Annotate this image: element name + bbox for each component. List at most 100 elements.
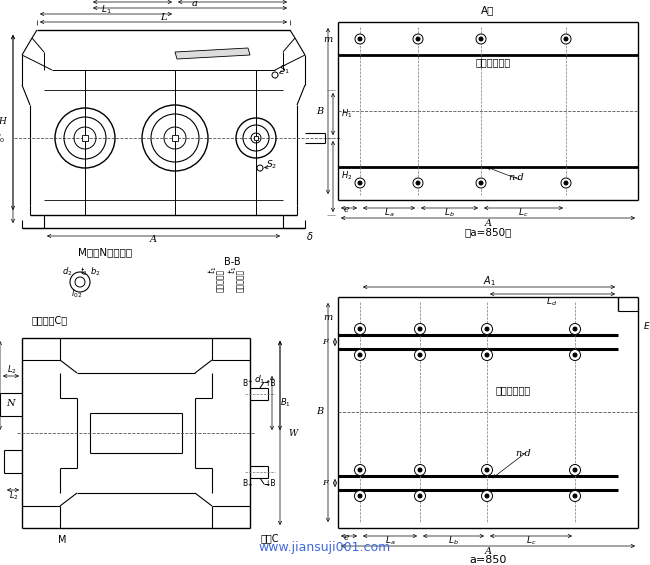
Text: A向: A向 (481, 5, 495, 15)
Circle shape (418, 494, 422, 498)
Circle shape (561, 34, 571, 44)
Circle shape (418, 327, 422, 331)
Circle shape (479, 181, 483, 185)
Circle shape (413, 34, 423, 44)
Circle shape (358, 353, 362, 357)
Text: ↓B: ↓B (265, 479, 276, 488)
Circle shape (569, 324, 580, 334)
Text: 输出轴中心线: 输出轴中心线 (475, 57, 511, 67)
Circle shape (418, 468, 422, 472)
Text: $B_1$: $B_1$ (280, 397, 291, 409)
Bar (82, 135, 88, 141)
Text: $L_d$: $L_d$ (547, 295, 558, 308)
Text: www.jiansuji001.com: www.jiansuji001.com (259, 541, 391, 554)
Text: $L_b$: $L_b$ (448, 534, 458, 547)
Text: $t_1$: $t_1$ (207, 266, 219, 274)
Text: $S_2$: $S_2$ (266, 159, 278, 171)
Circle shape (415, 350, 426, 360)
Circle shape (569, 350, 580, 360)
Circle shape (354, 464, 365, 476)
Text: （圆柱轴）: （圆柱轴） (216, 268, 224, 292)
Text: m: m (324, 312, 333, 321)
Circle shape (413, 178, 423, 188)
Text: a: a (192, 0, 198, 8)
Text: $L_1$: $L_1$ (101, 4, 111, 16)
Text: A: A (484, 219, 491, 228)
Circle shape (476, 178, 486, 188)
Circle shape (485, 468, 489, 472)
Circle shape (415, 324, 426, 334)
Circle shape (485, 494, 489, 498)
Text: A: A (484, 546, 491, 555)
Text: $b_2$: $b_2$ (90, 266, 101, 278)
Text: $L_2$: $L_2$ (7, 364, 17, 376)
Circle shape (573, 468, 577, 472)
Circle shape (355, 178, 365, 188)
Text: ↑B: ↑B (265, 379, 276, 388)
Circle shape (355, 34, 365, 44)
Text: $L_a$: $L_a$ (384, 207, 395, 219)
Circle shape (358, 468, 362, 472)
Circle shape (564, 181, 568, 185)
Text: $\delta$: $\delta$ (306, 230, 314, 242)
Text: $E_1$: $E_1$ (643, 321, 650, 333)
Text: $a_2$: $a_2$ (127, 0, 137, 3)
Text: $S_1$: $S_1$ (280, 64, 291, 76)
Circle shape (358, 181, 362, 185)
Circle shape (416, 37, 420, 41)
Text: W: W (288, 428, 297, 437)
Text: a=850: a=850 (469, 555, 507, 565)
Circle shape (358, 327, 362, 331)
Circle shape (358, 494, 362, 498)
Circle shape (354, 324, 365, 334)
Text: $a_1$: $a_1$ (227, 0, 237, 3)
Circle shape (476, 34, 486, 44)
Circle shape (573, 353, 577, 357)
Circle shape (482, 464, 493, 476)
Text: F: F (322, 479, 328, 487)
Text: $t_1$: $t_1$ (227, 266, 239, 274)
Circle shape (482, 490, 493, 502)
Text: $L_2$: $L_2$ (9, 490, 19, 502)
Text: B↓: B↓ (242, 479, 254, 488)
Circle shape (573, 494, 577, 498)
Text: H: H (0, 118, 6, 127)
Circle shape (354, 350, 365, 360)
Text: $H_2$: $H_2$ (341, 170, 352, 182)
Text: （圆锥轴）: （圆锥轴） (235, 268, 244, 292)
Text: N: N (6, 398, 14, 407)
Circle shape (569, 464, 580, 476)
Text: A: A (150, 236, 157, 245)
Text: B: B (317, 407, 324, 416)
Text: n-d: n-d (508, 173, 524, 182)
Circle shape (257, 165, 263, 171)
Circle shape (415, 464, 426, 476)
Circle shape (479, 37, 483, 41)
Circle shape (70, 272, 90, 292)
Text: $L_a$: $L_a$ (385, 534, 395, 547)
Text: e: e (343, 206, 348, 215)
Circle shape (485, 327, 489, 331)
Circle shape (272, 72, 278, 78)
Text: L: L (160, 14, 166, 23)
Text: 除a=850外: 除a=850外 (464, 227, 512, 237)
Text: M: M (58, 535, 66, 545)
Circle shape (358, 37, 362, 41)
Text: $H_1$: $H_1$ (341, 108, 352, 120)
Circle shape (482, 324, 493, 334)
Text: 锥度C: 锥度C (261, 533, 280, 543)
Circle shape (561, 178, 571, 188)
Text: B: B (317, 106, 324, 115)
Text: $H_0$: $H_0$ (0, 133, 5, 145)
Text: $t_2$: $t_2$ (80, 266, 88, 278)
Circle shape (569, 490, 580, 502)
Text: n-d: n-d (515, 450, 531, 459)
Text: $L_c$: $L_c$ (518, 207, 528, 219)
Text: e: e (343, 533, 348, 542)
Text: 输出轴中心线: 输出轴中心线 (495, 385, 530, 395)
Circle shape (482, 350, 493, 360)
Text: F: F (322, 338, 328, 346)
Text: $L_c$: $L_c$ (526, 534, 536, 547)
Bar (254, 136, 258, 140)
Circle shape (416, 181, 420, 185)
